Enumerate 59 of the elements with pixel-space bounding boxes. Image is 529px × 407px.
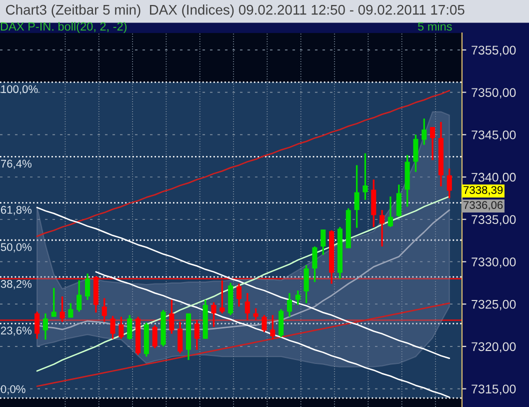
candlestick	[236, 282, 242, 308]
text: 7338,39	[464, 186, 503, 196]
text: 5 mins	[418, 22, 452, 31]
chart-subtitle: DAX P-IN. boll(20, 2, -2)	[0, 22, 127, 33]
y-tick-label: 7340,00	[472, 172, 516, 184]
annotation: 0,0%	[0, 385, 26, 394]
candlestick	[118, 316, 124, 340]
y-tick-label: 7350,00	[472, 88, 516, 98]
candlestick	[304, 264, 309, 304]
candlestick	[42, 312, 48, 340]
y-tick-label: 7355,00	[472, 46, 516, 56]
candlestick	[430, 126, 436, 161]
annotation: 50,0%	[0, 243, 32, 252]
candlestick	[211, 302, 216, 328]
candlestick	[169, 299, 174, 335]
candlestick	[76, 280, 82, 313]
candlestick	[320, 228, 326, 256]
candlestick	[270, 314, 276, 340]
candlestick	[422, 118, 427, 146]
candlestick	[60, 296, 65, 323]
candlestick	[295, 290, 300, 306]
y-tick-label: 7325,00	[472, 300, 516, 310]
candlestick	[102, 297, 107, 323]
candlestick	[220, 280, 225, 314]
annotation: 61,8%	[0, 206, 32, 216]
candlestick	[194, 319, 200, 351]
candlestick	[354, 164, 360, 229]
candlestick	[446, 168, 452, 200]
candlestick	[110, 315, 116, 340]
candlestick	[127, 314, 132, 340]
candlestick	[68, 302, 74, 318]
candlestick	[388, 196, 393, 228]
y-tick-label: 7330,00	[472, 258, 516, 268]
y-tick-label: 7320,00	[472, 342, 516, 353]
chart-title: Chart3 (Zeitbar 5 min) DAX (Indices) 09.02.2011 12:50 - 09.02.2011 17:05	[6, 4, 464, 18]
candlestick	[244, 292, 250, 322]
candlestick	[286, 292, 292, 318]
candlestick	[362, 152, 368, 201]
candlestick	[413, 134, 418, 173]
candlestick	[396, 184, 402, 218]
annotation: 100,0%	[1, 85, 38, 94]
candlestick	[51, 287, 56, 318]
line-series	[36, 90, 450, 237]
candlestick	[262, 314, 267, 333]
candlestick	[84, 272, 90, 301]
candlestick	[380, 209, 385, 248]
line-series	[36, 302, 450, 387]
y-tick-label: 7315,00	[472, 384, 516, 395]
candlestick	[178, 321, 183, 354]
candlestick	[34, 310, 40, 340]
candlestick	[152, 324, 158, 349]
candlestick	[312, 246, 318, 283]
annotation: 38,2%	[0, 280, 32, 290]
text: 7336,06	[464, 201, 503, 210]
annotation: 76,4%	[0, 160, 32, 169]
candlestick	[253, 307, 258, 322]
y-tick-label: 7335,00	[472, 215, 516, 226]
annotation: 23,6%	[0, 326, 32, 336]
y-tick-label: 7345,00	[472, 130, 516, 141]
